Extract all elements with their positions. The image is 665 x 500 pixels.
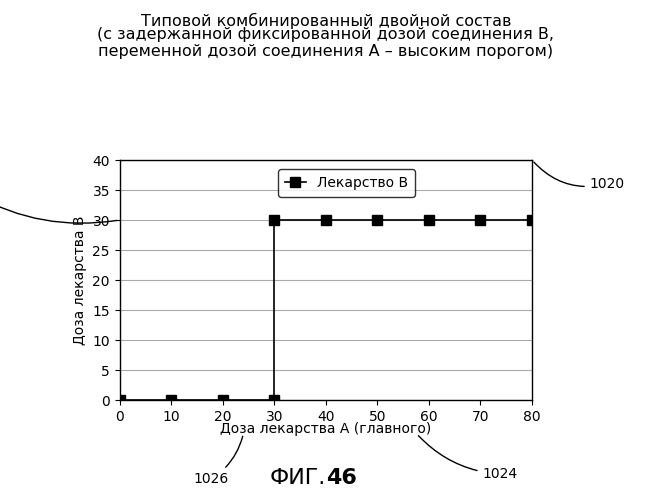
Лекарство В bbox=[219, 397, 227, 403]
Text: ФИГ.: ФИГ. bbox=[269, 468, 326, 487]
Y-axis label: Доза лекарства В: Доза лекарства В bbox=[72, 215, 87, 345]
Text: 1028: 1028 bbox=[0, 177, 117, 223]
Text: Типовой комбинированный двойной состав: Типовой комбинированный двойной состав bbox=[140, 12, 511, 28]
Text: 1020: 1020 bbox=[534, 162, 625, 191]
Text: Доза лекарства А (главного): Доза лекарства А (главного) bbox=[220, 422, 432, 436]
Лекарство В bbox=[528, 217, 536, 223]
Лекарство В bbox=[168, 397, 176, 403]
Text: переменной дозой соединения А – высоким порогом): переменной дозой соединения А – высоким … bbox=[98, 44, 553, 59]
Лекарство В bbox=[270, 397, 279, 403]
Лекарство В bbox=[270, 217, 279, 223]
Лекарство В bbox=[374, 217, 382, 223]
Text: (с задержанной фиксированной дозой соединения В,: (с задержанной фиксированной дозой соеди… bbox=[97, 28, 555, 42]
Лекарство В bbox=[425, 217, 433, 223]
Legend: Лекарство В: Лекарство В bbox=[278, 170, 415, 197]
Лекарство В bbox=[477, 217, 485, 223]
Лекарство В bbox=[322, 217, 330, 223]
Text: 46: 46 bbox=[326, 468, 356, 487]
Лекарство В bbox=[116, 397, 124, 403]
Text: 1024: 1024 bbox=[418, 436, 517, 481]
Text: 1026: 1026 bbox=[194, 436, 243, 486]
Line: Лекарство В: Лекарство В bbox=[115, 215, 537, 405]
